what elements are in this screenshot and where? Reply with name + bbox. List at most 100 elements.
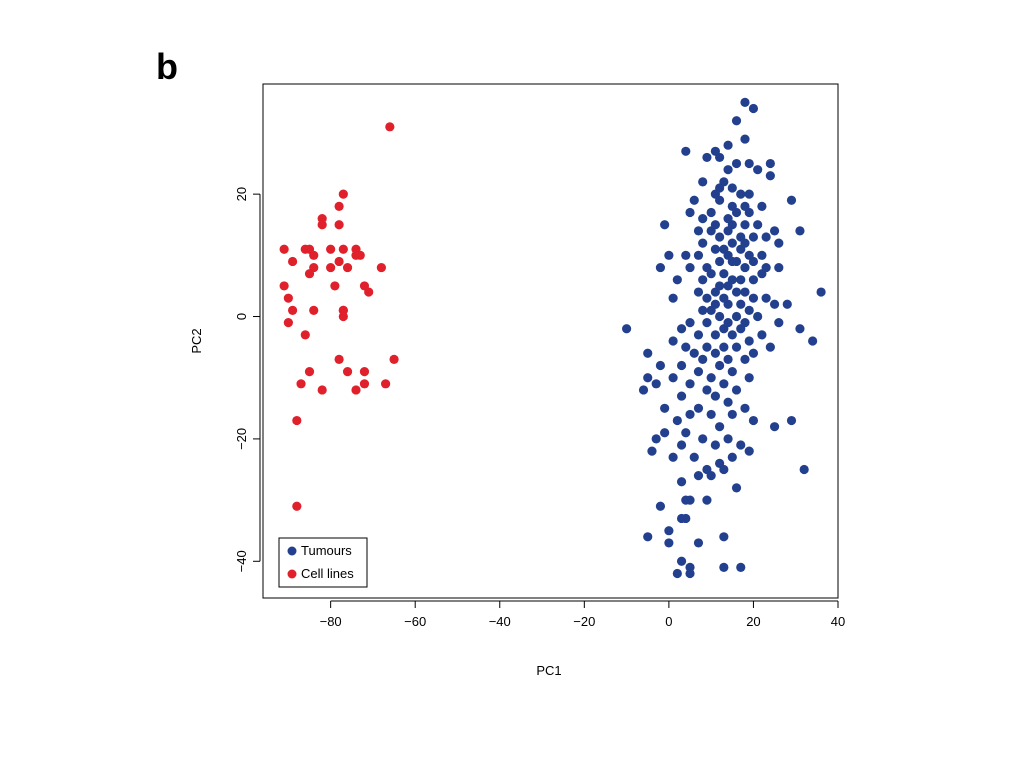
tumour-point bbox=[744, 446, 754, 456]
tumour-point bbox=[689, 348, 699, 358]
tumour-point bbox=[727, 366, 737, 377]
tumour-point bbox=[723, 354, 733, 364]
y-axis: −40 −20 0 20 bbox=[234, 187, 261, 572]
cell-line-point bbox=[292, 501, 302, 511]
cell-line-point bbox=[283, 293, 293, 303]
cell-line-point bbox=[309, 305, 319, 316]
tumour-point bbox=[693, 287, 704, 297]
y-tick-label: −40 bbox=[234, 550, 249, 572]
tumour-point bbox=[719, 464, 729, 475]
tumour-point bbox=[689, 195, 699, 205]
tumour-point bbox=[748, 293, 759, 303]
tumour-point bbox=[761, 293, 771, 303]
tumour-point bbox=[736, 189, 746, 199]
cell-line-point bbox=[334, 256, 344, 267]
legend-label-cell-lines: Cell lines bbox=[301, 566, 354, 581]
tumour-point bbox=[774, 238, 784, 248]
tumour-point bbox=[710, 440, 720, 450]
legend-marker-cell-lines bbox=[287, 569, 297, 579]
tumour-point bbox=[715, 232, 725, 242]
tumour-point bbox=[698, 214, 708, 224]
tumour-point bbox=[736, 324, 746, 334]
tumour-point bbox=[774, 262, 784, 273]
tumour-point bbox=[731, 256, 742, 267]
cell-line-point bbox=[304, 269, 315, 279]
tumour-point bbox=[664, 250, 674, 260]
tumour-point bbox=[715, 360, 725, 371]
tumour-point bbox=[795, 324, 805, 334]
tumour-point bbox=[740, 220, 750, 230]
tumour-point bbox=[723, 397, 733, 407]
tumour-point bbox=[719, 379, 729, 389]
legend: Tumours Cell lines bbox=[278, 537, 368, 588]
cell-line-point bbox=[381, 379, 391, 389]
tumour-point bbox=[647, 446, 657, 456]
tumour-point bbox=[757, 330, 767, 340]
x-tick-label: 0 bbox=[665, 614, 672, 629]
tumour-point bbox=[693, 330, 704, 340]
tumour-point bbox=[740, 134, 750, 144]
tumour-point bbox=[715, 256, 725, 267]
cell-line-point bbox=[338, 189, 348, 199]
cell-line-point bbox=[338, 244, 348, 254]
tumour-point bbox=[765, 342, 775, 352]
tumour-point bbox=[748, 232, 759, 242]
tumour-point bbox=[731, 311, 742, 322]
tumour-point bbox=[655, 262, 666, 273]
tumour-point bbox=[681, 250, 691, 260]
tumour-point bbox=[698, 354, 708, 364]
y-tick-label: 0 bbox=[234, 313, 249, 320]
tumour-point bbox=[664, 538, 674, 548]
tumour-point bbox=[706, 373, 716, 383]
x-tick-label: −60 bbox=[404, 614, 426, 629]
tumour-point bbox=[672, 568, 682, 579]
tumour-point bbox=[786, 195, 797, 205]
cell-line-point bbox=[342, 366, 353, 377]
tumour-point bbox=[723, 434, 733, 444]
tumour-point bbox=[710, 244, 720, 254]
cell-line-point bbox=[296, 379, 306, 389]
tumour-point bbox=[795, 226, 805, 236]
tumour-point bbox=[744, 158, 754, 169]
tumour-point bbox=[765, 158, 775, 169]
tumour-point bbox=[668, 373, 678, 383]
cell-line-point bbox=[334, 220, 344, 230]
tumour-point bbox=[731, 483, 742, 493]
tumour-point bbox=[681, 428, 691, 438]
tumour-point bbox=[736, 244, 746, 254]
tumour-point bbox=[736, 440, 746, 450]
cell-line-point bbox=[334, 354, 344, 364]
tumour-point bbox=[727, 330, 737, 340]
cell-line-point bbox=[355, 250, 365, 260]
tumour-point bbox=[664, 526, 674, 536]
cell-line-point bbox=[334, 201, 344, 211]
tumour-point bbox=[655, 501, 666, 511]
tumour-point bbox=[681, 342, 691, 352]
tumour-point bbox=[693, 250, 704, 260]
tumour-point bbox=[723, 299, 733, 309]
tumour-point bbox=[715, 152, 725, 163]
tumour-point bbox=[693, 403, 704, 413]
tumour-point bbox=[723, 165, 733, 175]
cell-line-point bbox=[359, 366, 370, 377]
tumour-point bbox=[676, 477, 687, 487]
tumour-point bbox=[744, 189, 754, 199]
cell-line-point bbox=[326, 262, 336, 273]
tumour-point bbox=[719, 324, 729, 334]
tumour-point bbox=[710, 287, 720, 297]
tumour-point bbox=[685, 568, 695, 579]
tumour-point bbox=[769, 422, 780, 432]
tumour-point bbox=[685, 409, 695, 420]
tumour-point bbox=[693, 471, 704, 481]
cell-line-point bbox=[364, 287, 374, 297]
x-tick-label: −40 bbox=[489, 614, 511, 629]
tumour-point bbox=[782, 299, 792, 309]
cell-line-point bbox=[304, 366, 315, 377]
tumour-point bbox=[706, 269, 716, 279]
tumour-point bbox=[736, 562, 746, 573]
x-tick-label: 20 bbox=[746, 614, 760, 629]
tumour-point bbox=[715, 422, 725, 432]
tumour-point bbox=[731, 385, 742, 395]
tumour-point bbox=[693, 226, 704, 236]
tumour-point bbox=[731, 158, 742, 169]
